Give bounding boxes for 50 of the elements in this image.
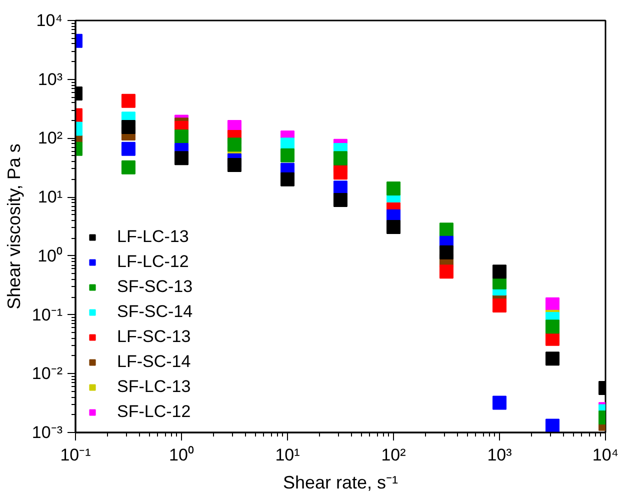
legend-label: SF-SC-13 xyxy=(117,277,193,297)
y-tick-label: 10⁴ xyxy=(36,11,63,30)
x-tick-label: 10¹ xyxy=(275,446,300,464)
y-tick-label: 10⁰ xyxy=(38,246,63,266)
point xyxy=(386,220,400,234)
point xyxy=(227,138,242,152)
legend-label: SF-LC-12 xyxy=(117,402,191,422)
legend-label: LF-SC-13 xyxy=(117,327,191,347)
y-tick-label: 10³ xyxy=(38,70,63,89)
point xyxy=(439,264,454,279)
y-tick-label: 10⁻¹ xyxy=(32,305,63,324)
x-tick-label: 10⁰ xyxy=(169,446,194,464)
point xyxy=(492,298,506,312)
point xyxy=(545,418,560,432)
point xyxy=(492,264,506,279)
y-tick-label: 10² xyxy=(38,128,63,148)
point xyxy=(280,172,294,186)
legend-label: SF-LC-13 xyxy=(117,377,191,397)
point xyxy=(439,245,454,260)
point xyxy=(121,142,136,156)
point xyxy=(333,193,348,208)
y-tick-label: 10¹ xyxy=(38,188,63,207)
point xyxy=(545,352,560,366)
point xyxy=(333,151,348,166)
legend-label: LF-LC-12 xyxy=(117,252,189,272)
point xyxy=(492,396,506,410)
point xyxy=(121,160,136,174)
x-axis-title: Shear rate, s⁻¹ xyxy=(282,472,398,492)
point xyxy=(227,158,242,172)
point xyxy=(545,320,560,334)
point xyxy=(280,148,294,162)
legend-label: LF-SC-14 xyxy=(117,352,191,372)
x-tick-label: 10³ xyxy=(487,446,512,464)
point xyxy=(121,120,136,134)
point xyxy=(333,166,348,180)
point xyxy=(333,180,348,195)
point xyxy=(174,151,188,166)
x-tick-label: 10⁻¹ xyxy=(60,446,92,464)
point xyxy=(174,129,188,144)
x-tick-label: 10² xyxy=(381,446,406,464)
y-tick-label: 10⁻² xyxy=(32,364,63,384)
point xyxy=(439,222,454,237)
point xyxy=(545,297,560,312)
x-tick-label: 10⁴ xyxy=(592,446,619,464)
point xyxy=(121,94,136,108)
legend-label: LF-LC-13 xyxy=(117,227,189,247)
y-tick-label: 10⁻³ xyxy=(32,423,63,442)
point xyxy=(386,181,400,196)
y-axis-title: Shear viscosity, Pa s xyxy=(4,144,24,310)
legend-label: SF-SC-14 xyxy=(117,302,193,322)
